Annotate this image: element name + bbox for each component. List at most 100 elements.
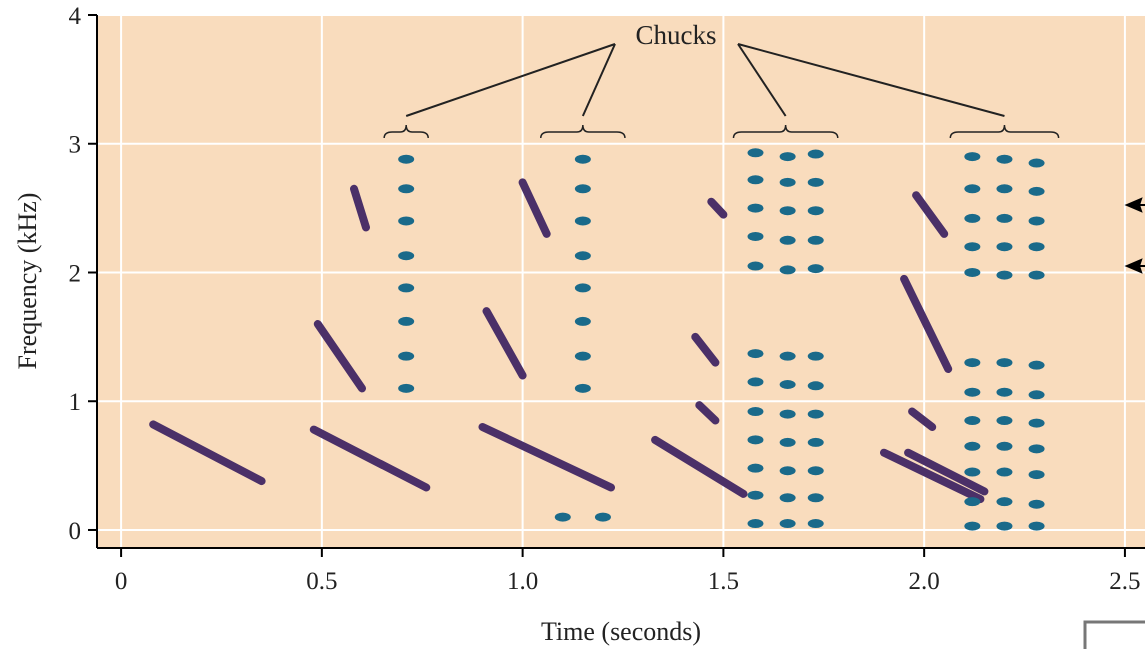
brace	[540, 124, 626, 139]
chuck-note	[574, 154, 591, 164]
chuck-note	[398, 316, 415, 326]
chuck-note	[964, 213, 981, 223]
chuck-note	[398, 216, 415, 226]
chuck-note	[747, 261, 764, 271]
chuck-note	[398, 154, 415, 164]
y-tick-label: 0	[69, 518, 82, 545]
chuck-note	[996, 242, 1013, 252]
chuck-note	[594, 512, 611, 522]
chuck-note	[1028, 418, 1045, 428]
chuck-note	[996, 184, 1013, 194]
chuck-note	[398, 184, 415, 194]
chuck-note	[1028, 158, 1045, 168]
brace	[732, 124, 839, 139]
leader-line	[737, 43, 1005, 117]
chuck-note	[964, 441, 981, 451]
chuck-note	[807, 381, 824, 391]
chuck-note	[779, 351, 796, 361]
chuck-note	[779, 466, 796, 476]
chuck-note	[747, 407, 764, 417]
chuck-note	[996, 497, 1013, 507]
chuck-note	[574, 383, 591, 393]
y-tick-label: 1	[69, 389, 82, 416]
x-tick-label: 1.0	[507, 568, 538, 595]
chuck-note	[1028, 186, 1045, 196]
chuck-note	[747, 349, 764, 359]
chuck-note	[1028, 499, 1045, 509]
chuck-note	[747, 231, 764, 241]
chuck-note	[747, 435, 764, 445]
y-tick-label: 2	[69, 260, 82, 287]
chuck-note	[554, 512, 571, 522]
chuck-note	[574, 316, 591, 326]
chuck-note	[779, 379, 796, 389]
chuck-note	[1028, 470, 1045, 480]
chuck-note	[1028, 216, 1045, 226]
chuck-note	[574, 184, 591, 194]
y-tick-label: 3	[69, 132, 82, 159]
leader-line	[581, 43, 616, 117]
x-tick-label: 0.5	[306, 568, 337, 595]
chuck-note	[747, 519, 764, 529]
chuck-note	[1028, 242, 1045, 252]
x-tick-label: 2.0	[909, 568, 940, 595]
chuck-note	[574, 283, 591, 293]
chuck-note	[779, 265, 796, 275]
chuck-note	[574, 351, 591, 361]
chuck-note	[964, 521, 981, 531]
chuck-note	[747, 148, 764, 158]
chuck-note	[398, 251, 415, 261]
x-axis-label: Time (seconds)	[541, 617, 701, 646]
plot: 0 0.5 1.0 1.5 2.0 2.5 0 1 2 3 4	[69, 3, 1145, 595]
chuck-note	[747, 203, 764, 213]
chuck-note	[779, 493, 796, 503]
y-axis-label: Frequency (kHz)	[13, 193, 42, 370]
chuck-note	[779, 437, 796, 447]
plot-background	[97, 15, 1145, 548]
chuck-note	[807, 493, 824, 503]
chuck-note	[779, 152, 796, 162]
chuck-note	[996, 521, 1013, 531]
chuck-note	[779, 409, 796, 419]
chuck-note	[1028, 390, 1045, 400]
chuck-note	[964, 267, 981, 277]
chuck-note	[807, 437, 824, 447]
chuck-note	[807, 177, 824, 187]
chuck-note	[779, 235, 796, 245]
chuck-note	[807, 519, 824, 529]
y-tick-label: 4	[69, 3, 82, 30]
chuck-note	[964, 497, 981, 507]
chuck-note	[996, 270, 1013, 280]
brace	[949, 124, 1060, 139]
annotation: Chucks	[636, 20, 717, 50]
chuck-note	[964, 467, 981, 477]
right-arrows	[1124, 197, 1145, 274]
chuck-note	[964, 242, 981, 252]
chuck-note	[747, 377, 764, 387]
chuck-note	[996, 387, 1013, 397]
chuck-note	[1028, 270, 1045, 280]
chuck-note	[398, 351, 415, 361]
x-tick-label: 1.5	[708, 568, 739, 595]
chuck-note	[964, 184, 981, 194]
chuck-note	[807, 409, 824, 419]
chuck-note	[964, 152, 981, 162]
chuck-note	[1028, 360, 1045, 370]
chuck-note	[779, 519, 796, 529]
chuck-note	[807, 206, 824, 216]
chuck-note	[574, 216, 591, 226]
chuck-note	[964, 416, 981, 426]
chuck-note	[747, 175, 764, 185]
chuck-note	[996, 358, 1013, 368]
chuck-note	[398, 283, 415, 293]
chuck-note	[996, 416, 1013, 426]
chuck-note	[574, 251, 591, 261]
chuck-note	[1028, 444, 1045, 454]
chuck-note	[1028, 521, 1045, 531]
leader-line	[405, 43, 616, 117]
chuck-note	[964, 387, 981, 397]
chuck-note	[779, 206, 796, 216]
chuck-note	[398, 383, 415, 393]
chuck-note	[996, 213, 1013, 223]
